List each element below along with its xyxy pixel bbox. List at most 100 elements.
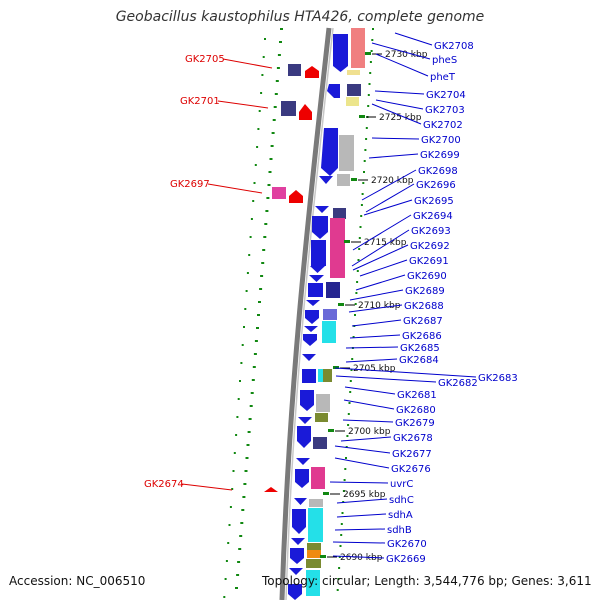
callout-line	[336, 498, 388, 504]
gene-label-GK2693[interactable]: GK2693	[411, 226, 451, 237]
gene-label-GK2699[interactable]: GK2699	[420, 150, 460, 161]
gene-label-GK2696[interactable]: GK2696	[416, 180, 456, 191]
tick-mark	[355, 292, 358, 294]
gene-label-GK2686[interactable]: GK2686	[402, 331, 442, 342]
kbp-tick-mark	[359, 115, 365, 118]
tick-mark	[227, 542, 230, 544]
gene-label-GK2681[interactable]: GK2681	[397, 390, 437, 401]
callout-line	[349, 334, 401, 339]
gene-arrow	[290, 548, 304, 564]
gene-label-GK2695[interactable]: GK2695	[414, 196, 454, 207]
tick-mark	[363, 171, 365, 173]
gene-label-sdhA[interactable]: sdhA	[388, 510, 413, 521]
gene-label-GK2697[interactable]: GK2697	[170, 179, 210, 190]
gene-label-GK2690[interactable]: GK2690	[407, 271, 447, 282]
kbp-tick-mark	[333, 366, 339, 369]
gene-label-GK2692[interactable]: GK2692	[410, 241, 450, 252]
tick-mark	[267, 184, 271, 186]
tick-mark	[235, 434, 238, 436]
tick-mark	[249, 236, 252, 238]
callout-line	[334, 367, 477, 378]
callout-line	[334, 528, 386, 531]
gene-label-GK2682[interactable]: GK2682	[438, 378, 478, 389]
gene-arrow	[288, 584, 302, 600]
gene-arrow	[327, 84, 340, 98]
gene-label-uvrC[interactable]: uvrC	[390, 479, 413, 490]
tick-mark	[273, 106, 277, 108]
gene-arrow	[294, 498, 307, 505]
tick-mark	[280, 28, 283, 30]
accession-label: Accession: NC_006510	[9, 574, 146, 588]
gene-label-GK2669[interactable]: GK2669	[386, 554, 426, 565]
gene-label-GK2702[interactable]: GK2702	[423, 120, 463, 131]
callout-line	[394, 32, 433, 46]
gene-label-pheT[interactable]: pheT	[430, 72, 456, 83]
gene-label-GK2683[interactable]: GK2683	[478, 373, 518, 384]
gene-label-sdhB[interactable]: sdhB	[387, 525, 412, 536]
gene-block	[351, 28, 365, 68]
tick-mark	[242, 496, 246, 498]
gene-label-GK2687[interactable]: GK2687	[403, 316, 443, 327]
tick-mark	[342, 490, 345, 492]
tick-mark	[259, 288, 263, 290]
gene-label-sdhC[interactable]: sdhC	[389, 495, 414, 506]
callout-line	[352, 214, 412, 251]
tick-mark	[265, 210, 269, 212]
gene-label-GK2670[interactable]: GK2670	[387, 539, 427, 550]
tick-mark	[253, 353, 257, 355]
tick-mark	[245, 457, 249, 459]
gene-label-GK2694[interactable]: GK2694	[413, 211, 453, 222]
tick-mark	[354, 314, 356, 316]
gene-label-GK2689[interactable]: GK2689	[405, 286, 445, 297]
gene-label-GK2676[interactable]: GK2676	[391, 464, 431, 475]
gene-label-GK2674[interactable]: GK2674	[144, 479, 184, 490]
tick-mark	[358, 237, 361, 239]
gene-arrow	[310, 266, 325, 273]
gene-label-GK2684[interactable]: GK2684	[399, 355, 439, 366]
gene-label-pheS[interactable]: pheS	[432, 55, 457, 66]
tick-mark	[275, 80, 279, 82]
tick-mark	[256, 146, 259, 148]
gene-label-GK2700[interactable]: GK2700	[421, 135, 461, 146]
gene-label-GK2698[interactable]: GK2698	[418, 166, 458, 177]
gene-block	[318, 369, 323, 382]
gene-arrow	[300, 390, 314, 411]
gene-label-GK2677[interactable]: GK2677	[392, 449, 432, 460]
tick-mark	[224, 578, 227, 580]
tick-mark	[269, 158, 273, 160]
tick-mark	[357, 259, 360, 261]
gene-label-GK2691[interactable]: GK2691	[409, 256, 449, 267]
gene-label-GK2703[interactable]: GK2703	[425, 105, 465, 116]
gene-label-GK2704[interactable]: GK2704	[426, 90, 466, 101]
tick-mark	[367, 105, 370, 107]
callout-line	[207, 183, 263, 194]
gene-label-GK2701[interactable]: GK2701	[180, 96, 220, 107]
tick-mark	[340, 534, 343, 536]
kbp-label: 2725 kbp	[379, 113, 422, 123]
gene-block	[307, 550, 321, 558]
tick-mark	[337, 578, 340, 580]
gene-label-GK2685[interactable]: GK2685	[400, 343, 440, 354]
gene-arrow	[302, 354, 316, 361]
tick-mark	[243, 483, 247, 485]
gene-block	[316, 394, 330, 412]
gene-block	[322, 321, 336, 343]
gene-label-GK2679[interactable]: GK2679	[395, 418, 435, 429]
gene-label-GK2708[interactable]: GK2708	[434, 41, 474, 52]
gene-block	[306, 559, 321, 568]
callout-line	[371, 137, 420, 140]
callout-line	[332, 541, 386, 544]
gene-label-GK2705[interactable]: GK2705	[185, 54, 225, 65]
tick-mark	[274, 93, 278, 95]
tick-mark	[244, 470, 248, 472]
tick-mark	[246, 444, 250, 446]
tick-mark	[228, 524, 231, 526]
tick-mark	[260, 92, 263, 94]
gene-label-GK2688[interactable]: GK2688	[404, 301, 444, 312]
tick-mark	[261, 262, 265, 264]
tick-mark	[248, 254, 251, 256]
tick-mark	[252, 366, 256, 368]
gene-label-GK2680[interactable]: GK2680	[396, 405, 436, 416]
gene-label-GK2678[interactable]: GK2678	[393, 433, 433, 444]
tick-mark	[254, 164, 257, 166]
